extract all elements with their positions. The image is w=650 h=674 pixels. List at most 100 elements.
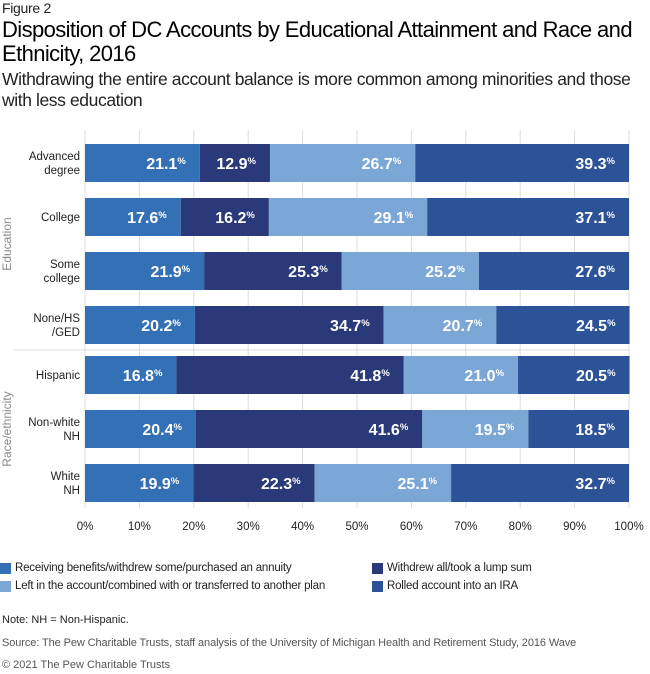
data-label-suffix: %	[177, 156, 186, 167]
x-tick-label: 60%	[400, 521, 423, 533]
group-label-race-ethnicity: Race/ethnicity	[0, 391, 14, 466]
chart-source: Source: The Pew Charitable Trusts, staff…	[2, 637, 577, 649]
data-label-value: 39.3	[575, 156, 606, 173]
data-label-suffix: %	[607, 422, 616, 433]
bar-segment	[518, 356, 630, 394]
data-label-value: 16.2	[215, 210, 246, 227]
data-label-suffix: %	[182, 264, 191, 275]
data-label: 27.6%	[575, 264, 615, 281]
data-label-value: 27.6	[575, 264, 606, 281]
bar-segment	[85, 306, 195, 344]
data-label-suffix: %	[474, 318, 483, 329]
data-label: 24.5%	[576, 318, 616, 335]
data-label: 21.0%	[464, 368, 504, 385]
bar-segment	[314, 464, 452, 502]
data-label: 39.3%	[575, 156, 615, 173]
category-label: Hispanic	[36, 370, 80, 382]
data-label: 25.1%	[398, 476, 438, 493]
data-label-value: 19.5	[475, 422, 506, 439]
copyright: © 2021 The Pew Charitable Trusts	[2, 659, 171, 671]
data-label-value: 26.7	[362, 156, 393, 173]
category-label: Non-white	[28, 417, 80, 429]
bar-segment	[427, 198, 629, 236]
bar-segment	[341, 252, 479, 290]
data-label-value: 20.2	[141, 318, 172, 335]
stacked-bar-chart: 0% 10% 20% 30% 40% 50% 60% 70% 80% 90% 100% Educati…	[0, 130, 644, 533]
data-label-value: 25.1	[398, 476, 429, 493]
data-label-value: 41.6	[369, 422, 400, 439]
data-label-suffix: %	[292, 476, 301, 487]
bar-segment	[85, 198, 181, 236]
bar-segment	[478, 252, 629, 290]
bar-segment	[85, 464, 194, 502]
legend-label: Receiving benefits/withdrew some/purchas…	[15, 562, 292, 574]
legend-item-withdrew-all: Withdrew all/took a lump sum	[372, 562, 532, 574]
data-label: 16.2%	[215, 210, 255, 227]
figure-label: Figure 2	[2, 0, 51, 16]
bar-segment	[199, 144, 270, 182]
x-tick-label: 100%	[614, 521, 643, 533]
legend-swatch-rolled-ira	[372, 580, 383, 592]
data-label-suffix: %	[607, 476, 616, 487]
data-label: 19.9%	[140, 476, 180, 493]
x-tick-label: 30%	[237, 521, 260, 533]
bar-segment	[269, 144, 416, 182]
data-label: 29.1%	[374, 210, 414, 227]
data-label: 25.3%	[288, 264, 328, 281]
x-tick-label: 10%	[128, 521, 151, 533]
data-label-value: 16.8	[123, 368, 154, 385]
data-label-suffix: %	[393, 156, 402, 167]
data-label-suffix: %	[607, 156, 616, 167]
category-label: NH	[63, 485, 80, 497]
data-label-value: 19.9	[140, 476, 171, 493]
data-label: 20.2%	[141, 318, 181, 335]
data-label-suffix: %	[174, 422, 183, 433]
chart-title: Disposition of DC Accounts by Educationa…	[2, 17, 633, 66]
category-label: White	[51, 471, 80, 483]
bar-segment	[204, 252, 342, 290]
category-label: NH	[63, 431, 80, 443]
data-label-suffix: %	[319, 264, 328, 275]
data-label-suffix: %	[607, 210, 616, 221]
bar-segment	[451, 464, 629, 502]
data-label-suffix: %	[171, 476, 180, 487]
category-label: Some	[50, 259, 80, 271]
legend-swatch-receiving	[0, 562, 11, 574]
data-label: 19.5%	[475, 422, 515, 439]
data-label-value: 37.1	[575, 210, 606, 227]
data-label-suffix: %	[607, 368, 616, 379]
category-label: Advanced	[29, 151, 80, 163]
data-label-value: 21.0	[464, 368, 495, 385]
bar-segment	[85, 144, 200, 182]
data-label-value: 21.9	[151, 264, 182, 281]
legend-swatch-withdrew-all	[372, 562, 383, 574]
legend-label: Left in the account/combined with or tra…	[15, 580, 326, 592]
data-label-value: 12.9	[216, 156, 247, 173]
bar-segment	[528, 410, 629, 448]
data-label-suffix: %	[429, 476, 438, 487]
data-label: 21.1%	[146, 156, 186, 173]
x-tick-label: 40%	[291, 521, 314, 533]
data-label-suffix: %	[381, 368, 390, 379]
legend-item-left-in-account: Left in the account/combined with or tra…	[0, 580, 325, 592]
data-label-value: 25.2	[425, 264, 456, 281]
data-label-suffix: %	[405, 210, 414, 221]
bar-segment	[85, 356, 177, 394]
data-label: 16.8%	[123, 368, 163, 385]
data-label: 34.7%	[330, 318, 370, 335]
data-label-suffix: %	[456, 264, 465, 275]
bar-segment	[496, 306, 630, 344]
data-label: 22.3%	[261, 476, 301, 493]
category-label: degree	[44, 165, 80, 177]
chart-note: Note: NH = Non-Hispanic.	[2, 614, 129, 626]
x-tick-label: 0%	[77, 521, 94, 533]
data-label: 37.1%	[575, 210, 615, 227]
bar-segment	[268, 198, 428, 236]
data-label-value: 29.1	[374, 210, 405, 227]
data-label-value: 24.5	[576, 318, 607, 335]
bar-segment	[176, 356, 404, 394]
data-label: 41.8%	[350, 368, 390, 385]
data-label-suffix: %	[172, 318, 181, 329]
data-label-value: 18.5	[575, 422, 606, 439]
x-tick-label: 20%	[182, 521, 205, 533]
